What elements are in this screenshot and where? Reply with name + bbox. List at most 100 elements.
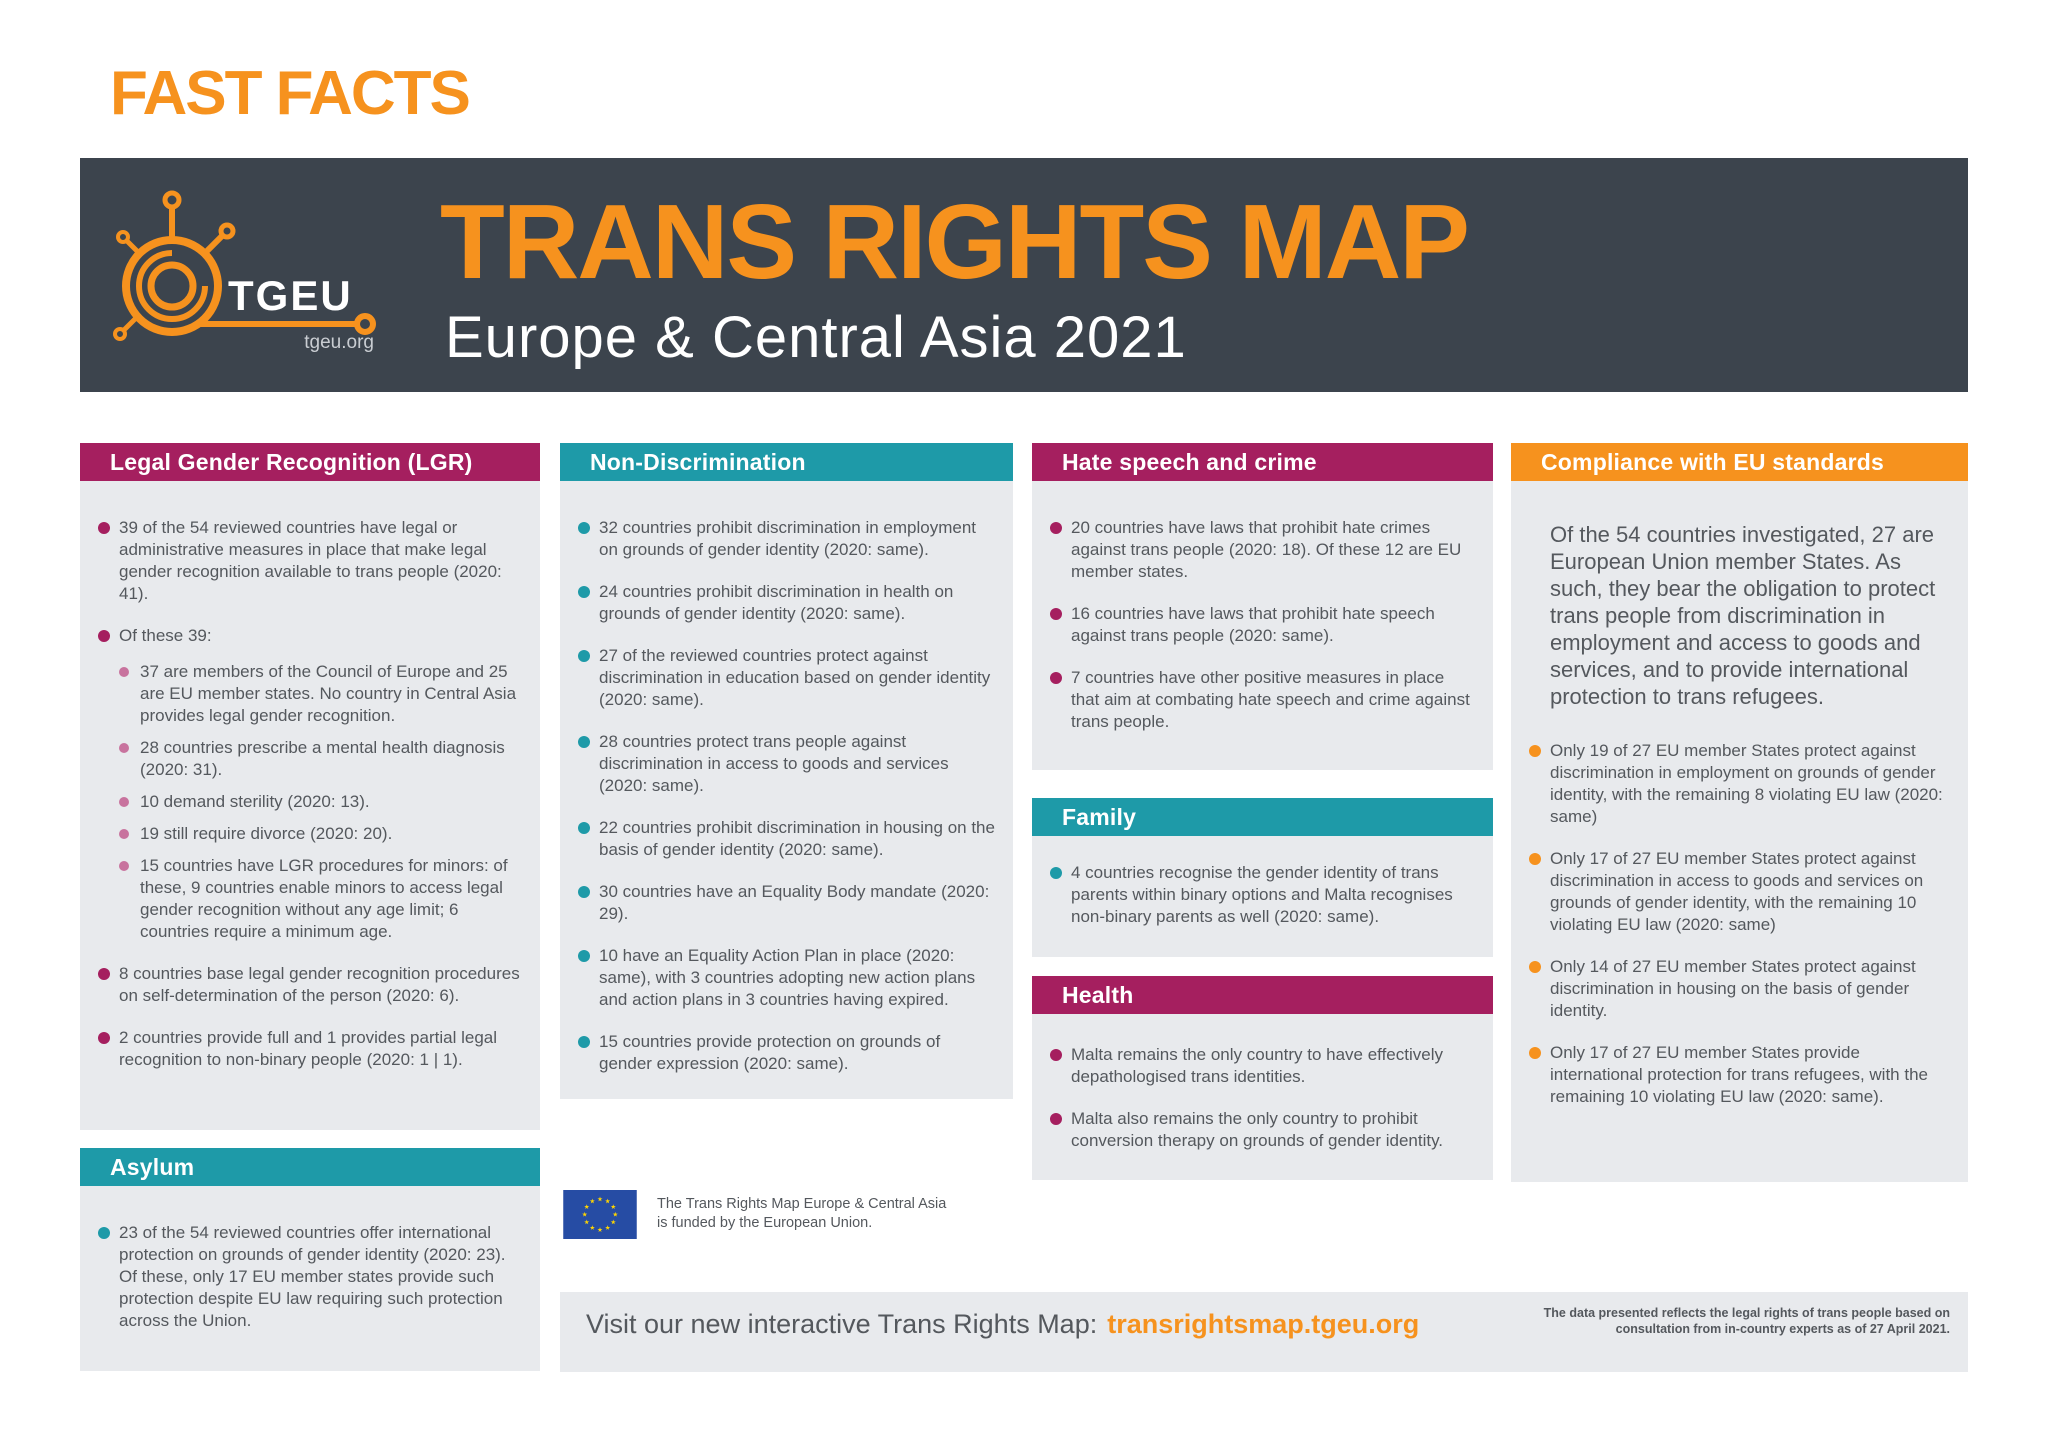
panel-non-discrimination: Non-Discrimination 32 countries prohibit… xyxy=(560,443,1013,1099)
fact-item: 4 countries recognise the gender identit… xyxy=(1050,862,1475,928)
fact-subitem: 10 demand sterility (2020: 13). xyxy=(119,791,522,813)
column-compliance: Compliance with EU standards Of the 54 c… xyxy=(1511,443,1968,1182)
fact-text: 19 still require divorce (2020: 20). xyxy=(140,824,393,843)
footer-cta-text: Visit our new interactive Trans Rights M… xyxy=(586,1309,1098,1339)
fact-text: 37 are members of the Council of Europe … xyxy=(140,662,517,725)
fact-text: 23 of the 54 reviewed countries offer in… xyxy=(119,1223,506,1330)
fact-item: 8 countries base legal gender recognitio… xyxy=(98,963,522,1007)
fact-text: 27 of the reviewed countries protect aga… xyxy=(599,646,991,709)
column-hate-family-health: Hate speech and crime 20 countries have … xyxy=(1032,443,1493,1180)
fact-text: 24 countries prohibit discrimination in … xyxy=(599,582,954,623)
compliance-intro: Of the 54 countries investigated, 27 are… xyxy=(1550,522,1936,709)
bullet-dot-icon xyxy=(119,743,129,753)
data-disclaimer: The data presented reflects the legal ri… xyxy=(1543,1306,1950,1336)
section-body-health: Malta remains the only country to have e… xyxy=(1032,1014,1493,1180)
funding-line-1: The Trans Rights Map Europe & Central As… xyxy=(657,1196,947,1212)
column-non-discrimination: Non-Discrimination 32 countries prohibit… xyxy=(560,443,1013,1099)
fact-item: 2 countries provide full and 1 provides … xyxy=(98,1027,522,1071)
bullet-dot-icon xyxy=(1050,1049,1062,1061)
fact-text: 32 countries prohibit discrimination in … xyxy=(599,518,977,559)
fact-text: 7 countries have other positive measures… xyxy=(1071,668,1470,731)
fact-text: Of these 39: xyxy=(119,626,212,645)
fact-text: 16 countries have laws that prohibit hat… xyxy=(1071,604,1435,645)
bullet-dot-icon xyxy=(98,1032,110,1044)
fact-item: Only 14 of 27 EU member States protect a… xyxy=(1529,956,1950,1022)
bullet-dot-icon xyxy=(1050,608,1062,620)
bullet-dot-icon xyxy=(578,736,590,748)
bullet-dot-icon xyxy=(1529,1047,1541,1059)
fact-item: 32 countries prohibit discrimination in … xyxy=(578,517,995,561)
tgeu-logo-wordmark: TGEU xyxy=(228,272,353,319)
fact-item: 28 countries protect trans people agains… xyxy=(578,731,995,797)
fact-text: 8 countries base legal gender recognitio… xyxy=(119,964,520,1005)
fact-subitem: 37 are members of the Council of Europe … xyxy=(119,661,522,727)
bullet-dot-icon xyxy=(119,797,129,807)
page-subtitle: Europe & Central Asia 2021 xyxy=(445,305,1187,370)
fact-subitem: 15 countries have LGR procedures for min… xyxy=(119,855,522,943)
fact-text: 28 countries prescribe a mental health d… xyxy=(140,738,505,779)
panel-health: Health Malta remains the only country to… xyxy=(1032,976,1493,1180)
header-band: TGEU tgeu.org TRANS RIGHTS MAP Europe & … xyxy=(80,158,1968,392)
fact-item: 30 countries have an Equality Body manda… xyxy=(578,881,995,925)
footer-cta: Visit our new interactive Trans Rights M… xyxy=(586,1309,1419,1340)
fact-text: 30 countries have an Equality Body manda… xyxy=(599,882,990,923)
bullet-dot-icon xyxy=(1529,961,1541,973)
bullet-dot-icon xyxy=(98,630,110,642)
bullet-dot-icon xyxy=(578,522,590,534)
bullet-dot-icon xyxy=(578,586,590,598)
panel-hate-speech: Hate speech and crime 20 countries have … xyxy=(1032,443,1493,770)
section-body-compliance: Of the 54 countries investigated, 27 are… xyxy=(1511,481,1968,1182)
bullet-dot-icon xyxy=(1050,672,1062,684)
section-header-hate-speech: Hate speech and crime xyxy=(1032,443,1493,481)
bullet-dot-icon xyxy=(119,861,129,871)
section-header-health: Health xyxy=(1032,976,1493,1014)
fact-item: 16 countries have laws that prohibit hat… xyxy=(1050,603,1475,647)
panel-asylum: Asylum 23 of the 54 reviewed countries o… xyxy=(80,1148,540,1371)
section-header-asylum: Asylum xyxy=(80,1148,540,1186)
fact-item: 27 of the reviewed countries protect aga… xyxy=(578,645,995,711)
trans-rights-map-link[interactable]: transrightsmap.tgeu.org xyxy=(1107,1309,1420,1339)
bullet-dot-icon xyxy=(119,667,129,677)
fact-text: 15 countries provide protection on groun… xyxy=(599,1032,941,1073)
section-header-family: Family xyxy=(1032,798,1493,836)
fact-text: 15 countries have LGR procedures for min… xyxy=(140,856,508,941)
fact-item: 20 countries have laws that prohibit hat… xyxy=(1050,517,1475,583)
fact-item: 39 of the 54 reviewed countries have leg… xyxy=(98,517,522,605)
eu-flag-icon xyxy=(563,1190,637,1239)
page-title: TRANS RIGHTS MAP xyxy=(440,183,1470,301)
footer-bar: Visit our new interactive Trans Rights M… xyxy=(560,1292,1968,1372)
section-header-compliance: Compliance with EU standards xyxy=(1511,443,1968,481)
fact-text: 39 of the 54 reviewed countries have leg… xyxy=(119,518,502,603)
panel-family: Family 4 countries recognise the gender … xyxy=(1032,798,1493,957)
section-body-hate-speech: 20 countries have laws that prohibit hat… xyxy=(1032,481,1493,770)
column-lgr-asylum: Legal Gender Recognition (LGR) 39 of the… xyxy=(80,443,540,1371)
fact-item: Only 17 of 27 EU member States protect a… xyxy=(1529,848,1950,936)
fact-subitem: 28 countries prescribe a mental health d… xyxy=(119,737,522,781)
panel-lgr: Legal Gender Recognition (LGR) 39 of the… xyxy=(80,443,540,1130)
bullet-dot-icon xyxy=(1050,1113,1062,1125)
bullet-dot-icon xyxy=(98,968,110,980)
fact-text: Only 17 of 27 EU member States protect a… xyxy=(1550,849,1924,934)
fact-item: 10 have an Equality Action Plan in place… xyxy=(578,945,995,1011)
fact-item: Malta also remains the only country to p… xyxy=(1050,1108,1475,1152)
section-body-asylum: 23 of the 54 reviewed countries offer in… xyxy=(80,1186,540,1371)
fact-item: Only 19 of 27 EU member States protect a… xyxy=(1529,740,1950,828)
fact-text: 10 have an Equality Action Plan in place… xyxy=(599,946,976,1009)
fact-text: Malta remains the only country to have e… xyxy=(1071,1045,1443,1086)
bullet-dot-icon xyxy=(578,950,590,962)
tgeu-network-icon xyxy=(113,190,376,341)
tgeu-logo-url: tgeu.org xyxy=(304,332,374,353)
bullet-dot-icon xyxy=(1050,522,1062,534)
fact-item: 23 of the 54 reviewed countries offer in… xyxy=(98,1222,522,1332)
fact-item: 22 countries prohibit discrimination in … xyxy=(578,817,995,861)
bullet-dot-icon xyxy=(98,522,110,534)
fact-item: 15 countries provide protection on groun… xyxy=(578,1031,995,1075)
lgr-sub-list: 37 are members of the Council of Europe … xyxy=(119,661,522,943)
section-header-non-discrimination: Non-Discrimination xyxy=(560,443,1013,481)
bullet-dot-icon xyxy=(578,822,590,834)
bullet-dot-icon xyxy=(1050,867,1062,879)
fact-text: Only 14 of 27 EU member States protect a… xyxy=(1550,957,1916,1020)
fact-item: 7 countries have other positive measures… xyxy=(1050,667,1475,733)
fact-text: 22 countries prohibit discrimination in … xyxy=(599,818,995,859)
